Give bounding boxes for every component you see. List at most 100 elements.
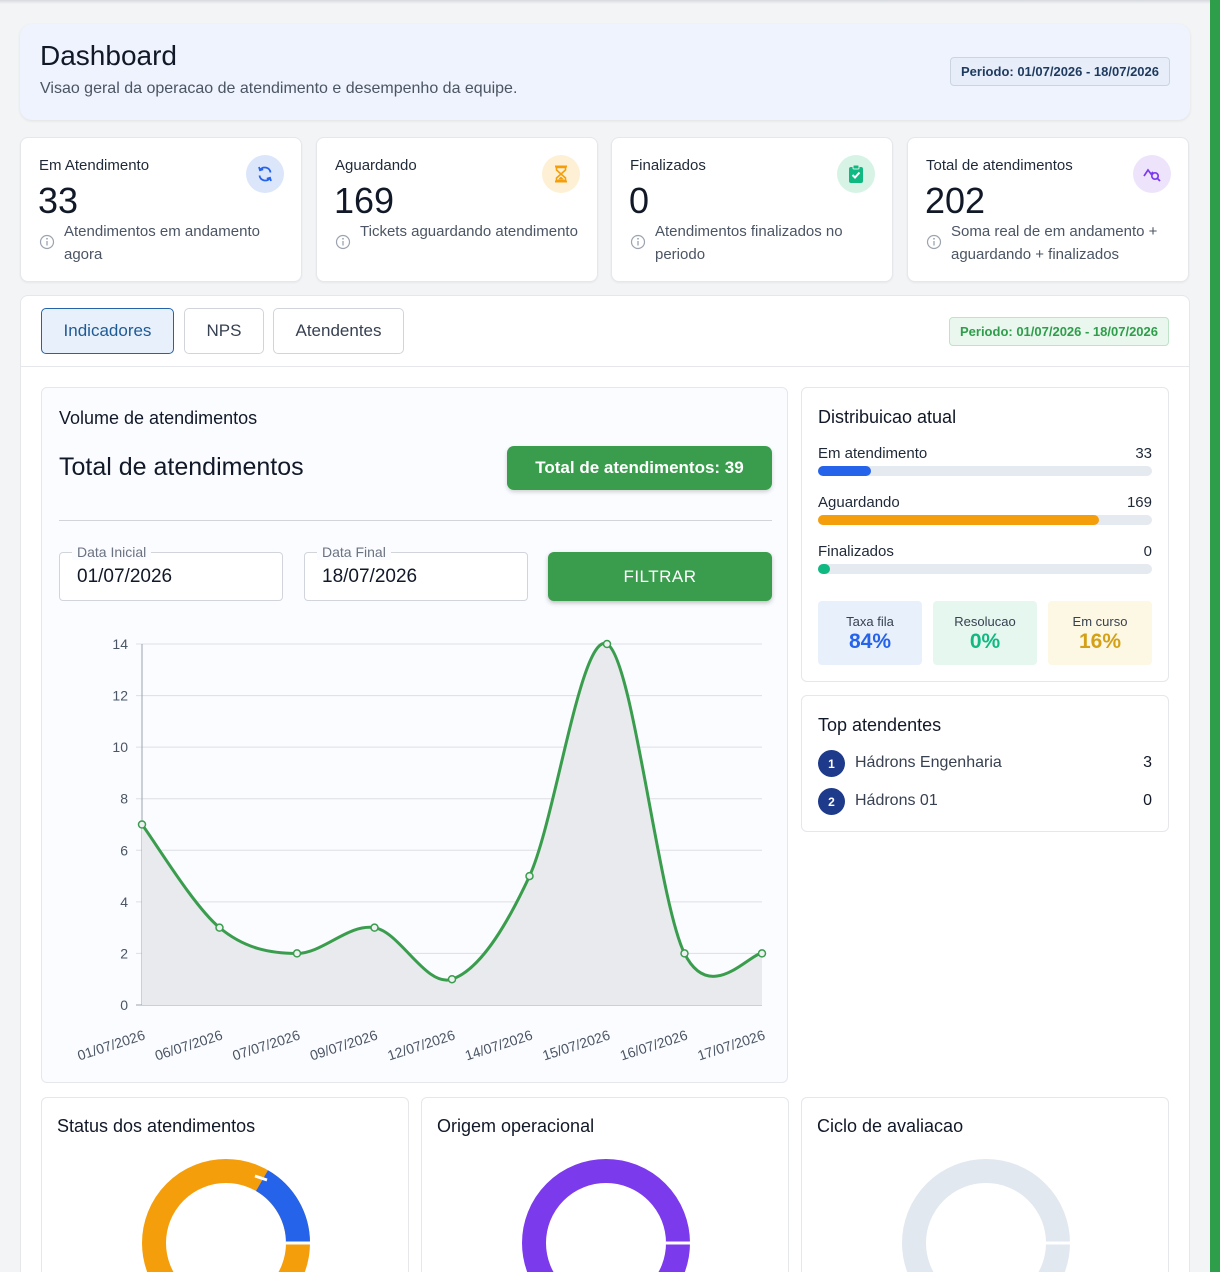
mini-stat-resolucao: Resolucao 0% xyxy=(933,601,1037,665)
rank-badge: 2 xyxy=(818,788,845,815)
period-badge-green: Periodo: 01/07/2026 - 18/07/2026 xyxy=(948,317,1169,346)
distribution-row-finalizados: Finalizados 0 xyxy=(818,543,1152,574)
x-tick-label: 14/07/2026 xyxy=(463,1027,535,1064)
volume-title: Volume de atendimentos xyxy=(59,408,258,428)
progress-track xyxy=(818,466,1152,476)
kpi-card-aguardando: Aguardando 169 Tickets aguardando atendi… xyxy=(316,137,598,282)
x-tick-label: 07/07/2026 xyxy=(230,1027,302,1064)
total-badge: Total de atendimentos: 39 xyxy=(507,446,772,490)
kpi-label: Em Atendimento xyxy=(39,157,150,174)
origin-donut-chart xyxy=(522,1159,691,1272)
data-point xyxy=(137,820,147,829)
start-date-field[interactable]: Data Inicial 01/07/2026 xyxy=(59,544,283,601)
progress-fill xyxy=(818,564,830,574)
data-point xyxy=(602,639,612,649)
mini-stat-label: Resolucao xyxy=(954,614,1016,629)
filter-button[interactable]: FILTRAR xyxy=(548,552,772,601)
x-tick-label: 15/07/2026 xyxy=(540,1027,612,1064)
divider xyxy=(59,520,772,521)
x-tick-label: 06/07/2026 xyxy=(153,1027,225,1064)
end-date-value[interactable]: 18/07/2026 xyxy=(322,566,418,587)
donut-separator xyxy=(254,1174,268,1182)
page-subtitle: Visao geral da operacao de atendimento e… xyxy=(40,80,518,97)
mini-stat-label: Taxa fila xyxy=(846,614,894,629)
hourglass-icon xyxy=(542,155,580,193)
top-agents-title: Top atendentes xyxy=(818,715,942,735)
kpi-value: 33 xyxy=(38,180,79,221)
x-tick-label: 01/07/2026 xyxy=(75,1027,147,1064)
y-tick-label: 2 xyxy=(120,945,128,961)
data-point xyxy=(680,949,689,958)
distribution-card: Distribuicao atual Em atendimento 33 Agu… xyxy=(801,387,1169,682)
volume-heading: Total de atendimentos xyxy=(59,453,304,481)
agent-count: 3 xyxy=(1143,754,1152,771)
evaluation-cycle-title: Ciclo de avaliacao xyxy=(817,1116,964,1136)
top-shadow xyxy=(0,0,1210,4)
mini-stat-em-curso: Em curso 16% xyxy=(1048,601,1152,665)
progress-fill xyxy=(818,515,1099,525)
start-date-value[interactable]: 01/07/2026 xyxy=(77,566,173,587)
top-agents-card: Top atendentes 1 Hádrons Engenharia 3 2 … xyxy=(801,695,1169,832)
distribution-label: Em atendimento xyxy=(818,445,928,462)
info-icon xyxy=(926,234,942,250)
mini-stat-value: 84% xyxy=(848,630,892,653)
status-donut-chart xyxy=(142,1159,311,1272)
kpi-card-finalizados: Finalizados 0 Atendimentos finalizados n… xyxy=(611,137,893,282)
info-icon xyxy=(39,234,55,250)
kpi-label: Total de atendimentos xyxy=(926,157,1073,174)
data-point xyxy=(370,923,379,932)
series-line xyxy=(140,642,763,982)
agent-name: Hádrons Engenharia xyxy=(855,754,1002,771)
info-icon xyxy=(630,234,646,250)
distribution-label: Finalizados xyxy=(818,543,894,560)
data-point xyxy=(215,923,224,932)
end-date-field[interactable]: Data Final 18/07/2026 xyxy=(304,544,528,601)
y-tick-label: 14 xyxy=(112,636,128,652)
data-point xyxy=(447,974,457,984)
x-tick-label: 09/07/2026 xyxy=(308,1027,380,1064)
agent-name: Hádrons 01 xyxy=(855,792,938,809)
y-tick-label: 6 xyxy=(120,842,128,858)
distribution-row-em-atendimento: Em atendimento 33 xyxy=(818,445,1152,476)
kpi-card-total: Total de atendimentos 202 Soma real de e… xyxy=(907,137,1189,282)
y-tick-label: 10 xyxy=(112,739,128,755)
tab-atendentes[interactable]: Atendentes xyxy=(273,308,404,354)
distribution-value: 0 xyxy=(1143,543,1152,560)
evaluation-cycle-card: Ciclo de avaliacao xyxy=(801,1097,1169,1272)
rank-badge: 1 xyxy=(818,750,845,777)
start-date-label: Data Inicial xyxy=(72,544,152,560)
mini-stat-label: Em curso xyxy=(1072,614,1128,629)
page-title: Dashboard xyxy=(40,40,177,71)
donut-segment-em-atendimento xyxy=(255,1170,311,1244)
period-badge: Periodo: 01/07/2026 - 18/07/2026 xyxy=(949,57,1170,86)
right-edge-bar xyxy=(1210,0,1220,1272)
donut-segment-origem xyxy=(522,1159,690,1272)
status-card: Status dos atendimentos xyxy=(41,1097,409,1272)
kpi-card-em-atendimento: Em Atendimento 33 Atendimentos em andame… xyxy=(20,137,302,282)
kpi-description: Atendimentos finalizados no periodo xyxy=(655,223,843,263)
kpi-label: Aguardando xyxy=(335,157,417,174)
kpi-label: Finalizados xyxy=(630,157,706,174)
kpi-value: 202 xyxy=(925,180,986,221)
top-agent-row: 2 Hádrons 01 0 xyxy=(818,788,1152,816)
data-point xyxy=(292,949,302,958)
tab-nps[interactable]: NPS xyxy=(184,308,264,354)
kpi-value: 169 xyxy=(334,180,395,221)
volume-card: Volume de atendimentos Total de atendime… xyxy=(41,387,788,1083)
clipboard-check-icon xyxy=(837,155,875,193)
kpi-description: Tickets aguardando atendimento xyxy=(360,223,578,240)
distribution-value: 169 xyxy=(1126,494,1152,511)
progress-track xyxy=(818,515,1152,525)
evaluation-donut-chart xyxy=(902,1159,1071,1272)
kpi-description: Soma real de em andamento + aguardando +… xyxy=(951,223,1158,263)
y-tick-label: 0 xyxy=(120,997,128,1013)
analytics-icon xyxy=(1133,155,1171,193)
data-point xyxy=(757,949,767,958)
x-tick-label: 12/07/2026 xyxy=(385,1027,457,1064)
distribution-title: Distribuicao atual xyxy=(818,407,957,427)
kpi-description: Atendimentos em andamento agora xyxy=(64,223,260,263)
mini-stat-taxa-fila: Taxa fila 84% xyxy=(818,601,922,665)
info-icon xyxy=(335,234,351,250)
tab-indicadores[interactable]: Indicadores xyxy=(41,308,174,354)
kpi-value: 0 xyxy=(629,180,650,221)
